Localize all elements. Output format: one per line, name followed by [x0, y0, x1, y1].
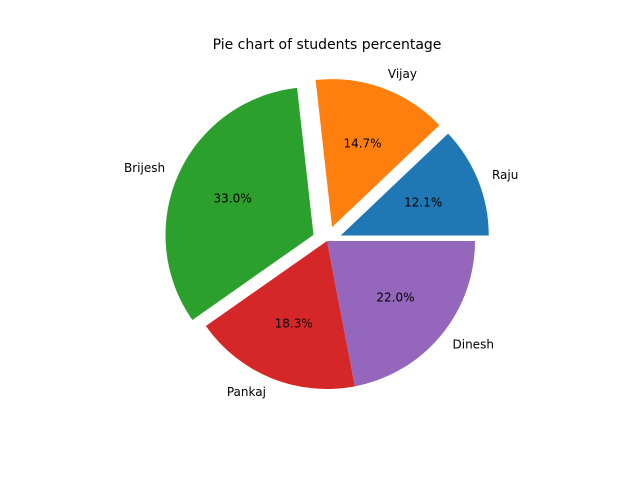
- pie-slice-vijay: [315, 79, 440, 228]
- pct-label-pankaj: 18.3%: [275, 316, 313, 330]
- pct-label-raju: 12.1%: [404, 196, 442, 210]
- chart-title: Pie chart of students percentage: [213, 37, 442, 53]
- pie-slice-brijesh: [165, 87, 314, 320]
- slice-label-brijesh: Brijesh: [124, 161, 165, 175]
- pie-slice-raju: [340, 133, 489, 236]
- slice-label-dinesh: Dinesh: [453, 338, 494, 352]
- slice-label-vijay: Vijay: [388, 67, 417, 81]
- pie-slice-dinesh: [327, 241, 475, 387]
- pie-labels: 12.1% Raju 14.7% Vijay 33.0% Brijesh 18.3% Pank…: [124, 67, 518, 399]
- slice-label-raju: Raju: [492, 168, 518, 182]
- pct-label-vijay: 14.7%: [343, 137, 381, 151]
- pie-slice-pankaj: [205, 241, 355, 390]
- slice-label-pankaj: Pankaj: [227, 385, 266, 399]
- pct-label-dinesh: 22.0%: [376, 291, 414, 305]
- pie-slices: [165, 79, 489, 390]
- pct-label-brijesh: 33.0%: [213, 191, 251, 205]
